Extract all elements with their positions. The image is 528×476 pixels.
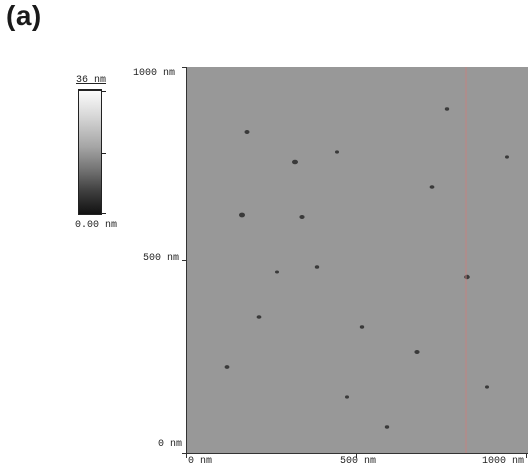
panel-label: (a) [6, 0, 42, 31]
x-axis-tick [356, 453, 357, 458]
x-axis-tick [186, 453, 187, 458]
x-tick-label-left: 0 nm [188, 456, 213, 467]
x-axis-tick [526, 453, 527, 458]
x-tick-label-middle: 500 nm [340, 456, 377, 467]
color-scale-tick [102, 153, 106, 154]
y-tick-label-middle: 500 nm [143, 253, 180, 264]
y-axis-tick [182, 260, 187, 261]
y-tick-label-bottom: 0 nm [158, 439, 183, 450]
y-axis-tick [182, 453, 187, 454]
afm-texture-fine [187, 67, 528, 453]
color-scale-min-label: 0.00 nm [75, 220, 118, 231]
x-tick-label-right: 1000 nm [482, 456, 525, 467]
color-scale-tick [102, 91, 106, 92]
color-scale-bar [78, 89, 106, 215]
afm-surface-image [187, 67, 528, 453]
color-scale-tick [102, 213, 106, 214]
x-axis-line [186, 453, 528, 454]
afm-dark-pits [224, 107, 509, 429]
y-tick-label-top: 1000 nm [133, 68, 176, 79]
color-scale-max-label: 36 nm [76, 75, 107, 86]
y-axis-tick [182, 67, 187, 68]
